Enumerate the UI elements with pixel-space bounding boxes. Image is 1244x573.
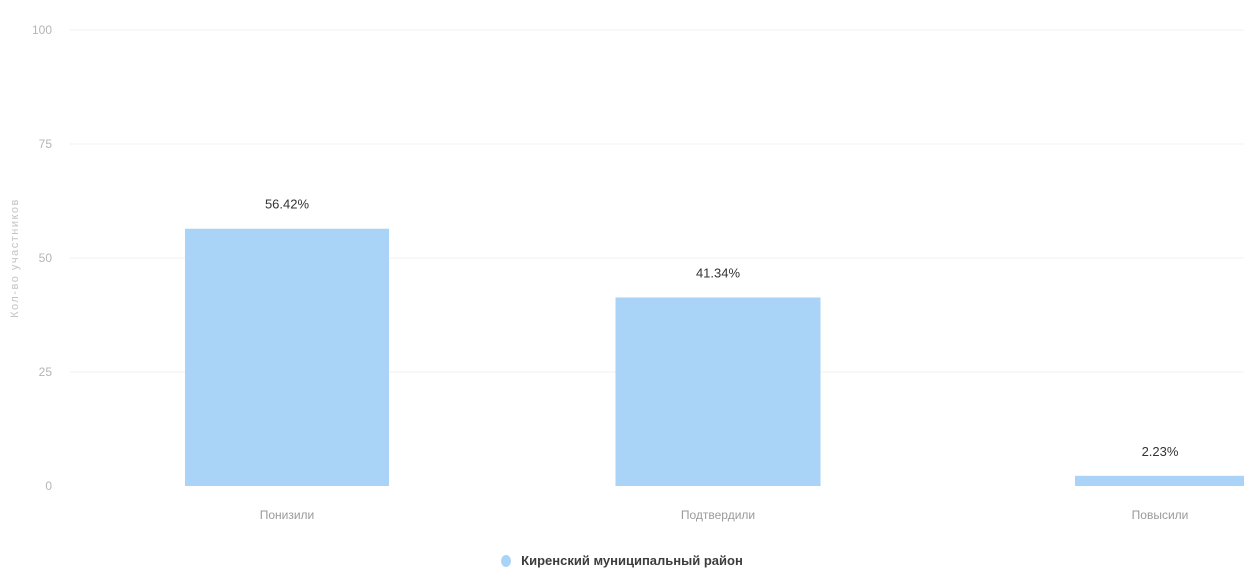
- legend-series-label[interactable]: Киренский муниципальный район: [521, 553, 743, 568]
- legend[interactable]: Киренский муниципальный район: [0, 553, 1244, 568]
- x-category-label: Повысили: [1132, 508, 1189, 522]
- y-tick-label: 0: [45, 479, 52, 493]
- legend-marker-icon: [501, 554, 512, 567]
- bar[interactable]: [615, 297, 821, 486]
- bar-data-label: 56.42%: [265, 197, 310, 212]
- x-category-label: Понизили: [260, 508, 315, 522]
- y-tick-label: 50: [39, 251, 53, 265]
- y-tick-label: 100: [32, 23, 52, 37]
- y-tick-label: 25: [39, 365, 53, 379]
- x-category-label: Подтвердили: [681, 508, 755, 522]
- y-axis-ticks: 0 25 50 75 100: [32, 23, 52, 493]
- bar-data-label: 41.34%: [696, 265, 741, 280]
- bar[interactable]: [185, 228, 389, 486]
- bars: [185, 228, 1244, 486]
- bar-data-label: 2.23%: [1142, 444, 1179, 459]
- y-axis-label: Кол-во участников: [9, 198, 21, 318]
- data-labels: 56.42% 41.34% 2.23%: [265, 197, 1179, 459]
- x-axis-categories: Понизили Подтвердили Повысили: [260, 508, 1189, 522]
- y-tick-label: 75: [39, 137, 53, 151]
- bar[interactable]: [1075, 475, 1244, 486]
